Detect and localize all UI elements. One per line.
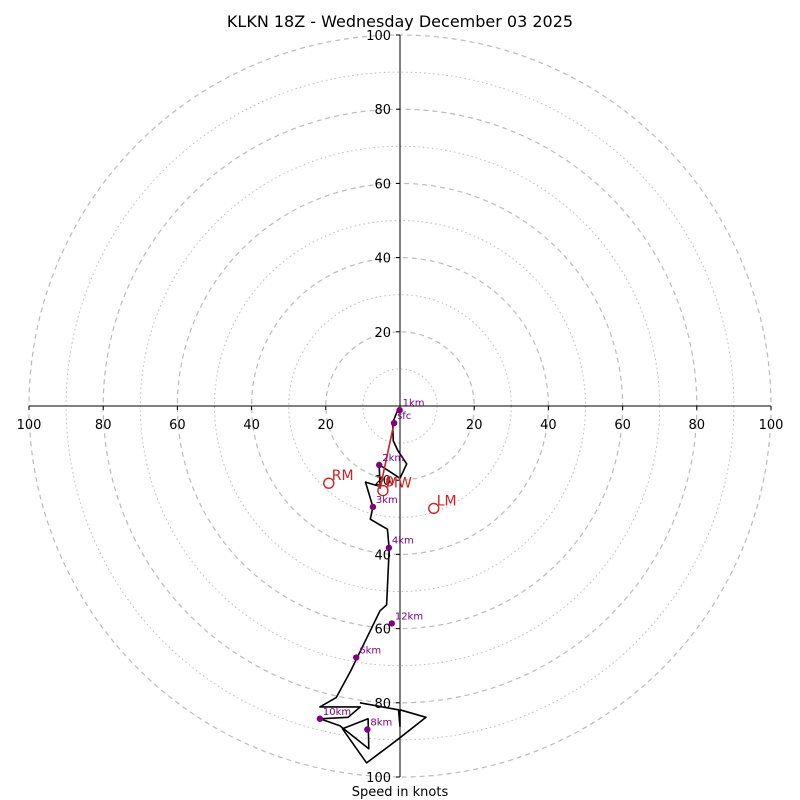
storm-motion-lm [428,502,440,515]
chart-title: KLKN 18Z - Wednesday December 03 2025 [227,12,573,31]
height-markers: sfc 1km 2km 3km 4km 6km 8km 10km 12km [316,398,425,733]
tick-label: 80 [374,697,391,712]
tick-label: 80 [374,103,391,118]
hodograph-trace [319,408,427,764]
tick-label: 60 [169,418,186,433]
tick-label: 40 [540,418,557,433]
tick-label: 20 [374,326,391,341]
height-marker-1km [396,406,403,414]
height-marker-3km [369,503,377,511]
height-marker-10km [316,715,324,722]
tick-label: 100 [366,771,391,786]
storm-motion-label: 20 [376,474,394,490]
storm-motion-rm [323,477,335,489]
tick-label: 60 [374,623,391,638]
height-label: 4km [392,536,414,547]
tick-label: 20 [318,418,335,433]
tick-label: 60 [614,418,631,433]
tick-label: 100 [759,418,784,433]
height-marker-4km [385,544,393,551]
axes [29,35,771,777]
height-label: 10km [323,707,351,718]
height-label: 8km [370,718,392,729]
x-axis-label: Speed in knots [352,785,449,800]
storm-motion-label: RM [332,468,354,484]
height-label: sfc [397,411,411,422]
height-label: 2km [382,453,404,464]
tick-label: 60 [374,177,391,192]
storm-motion-mw [377,484,389,497]
tick-label: 80 [95,418,112,433]
tick-label: 20 [466,418,483,433]
height-marker-sfc [390,419,398,427]
height-label: 3km [376,495,398,506]
height-marker-8km [364,726,371,733]
storm-motion-label: MW [386,476,412,492]
height-label: 1km [403,398,425,409]
speed-ticks: 100 80 60 40 20 20 40 60 80 100 100 80 60 40 20 20 40 60 8… [17,29,784,786]
storm-motion-vector [379,422,395,490]
tick-label: 40 [243,418,260,433]
tick-label: 40 [374,252,391,267]
tick-label: 100 [366,29,391,44]
tick-label: 100 [17,418,42,433]
storm-motion-label: LM [437,493,457,509]
height-label: 12km [395,611,423,622]
tick-label: 80 [689,418,706,433]
height-marker-2km [376,461,383,469]
tick-label: 40 [374,548,391,563]
hodograph [319,408,427,764]
height-marker-12km [388,620,396,627]
height-marker-6km [353,654,360,661]
height-label: 6km [359,646,381,657]
